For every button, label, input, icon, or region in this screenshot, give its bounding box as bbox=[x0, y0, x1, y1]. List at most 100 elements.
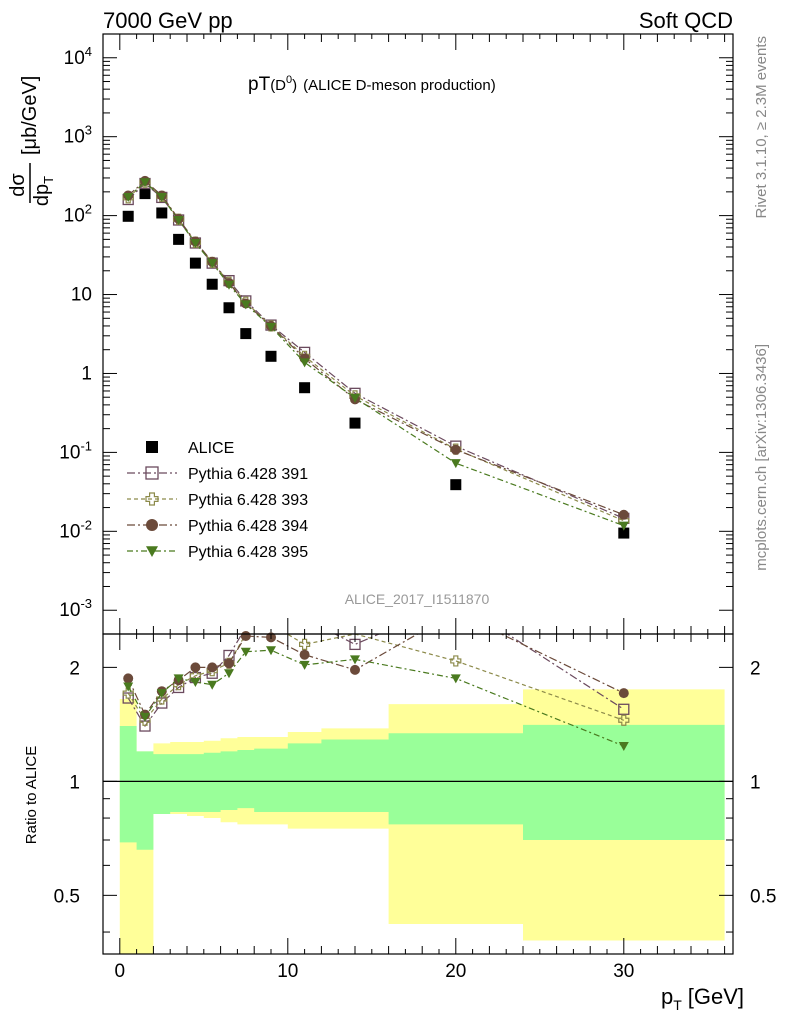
ratio-point-p395 bbox=[207, 680, 218, 690]
ratio-point-p393 bbox=[299, 638, 311, 650]
side-text-bottom: mcplots.cern.ch [arXiv:1306.3436] bbox=[753, 344, 770, 571]
ratio-point-p395 bbox=[140, 712, 150, 722]
point-p395 bbox=[207, 259, 218, 269]
x-tick-label: 20 bbox=[445, 961, 466, 982]
point-data bbox=[206, 278, 218, 290]
ratio-point-p394 bbox=[224, 658, 234, 669]
header-left: 7000 GeV pp bbox=[103, 8, 233, 33]
ratio-y-tick-label: 1 bbox=[69, 772, 80, 793]
ratio-frame bbox=[102, 633, 734, 955]
legend-label-p395: Pythia 6.428 395 bbox=[188, 544, 308, 561]
point-data bbox=[223, 302, 235, 314]
point-data bbox=[189, 257, 201, 269]
legend-marker-p394 bbox=[146, 519, 158, 531]
point-p395 bbox=[224, 280, 234, 290]
ratio-y-tick-label-right: 2 bbox=[750, 658, 761, 679]
y-tick-base: 10 bbox=[59, 600, 80, 621]
ratio-ylabel: Ratio to ALICE bbox=[23, 746, 40, 844]
y-tick-base: 10 bbox=[64, 206, 85, 227]
ratio-band-inner bbox=[119, 724, 725, 850]
ratio-point-p395 bbox=[173, 674, 184, 684]
ratio-y-tick-label-right: 0.5 bbox=[750, 886, 776, 907]
y-tick-label: 103 bbox=[64, 123, 92, 148]
point-data bbox=[156, 207, 168, 219]
plot-title-rest: (ALICE D-meson production) bbox=[303, 77, 496, 94]
ratio-y-tick-label: 2 bbox=[69, 658, 80, 679]
point-p395 bbox=[190, 238, 201, 248]
ratio-series-p395 bbox=[123, 646, 629, 751]
header-right: Soft QCD bbox=[639, 8, 733, 33]
xlabel-main: p bbox=[661, 984, 673, 1009]
ratio-point-p393 bbox=[618, 714, 630, 726]
y-tick-base: 10 bbox=[59, 521, 80, 542]
legend: ALICE Pythia 6.428 391 Pythia 6.428 393 Pyt… bbox=[127, 440, 308, 561]
point-p395 bbox=[156, 193, 167, 203]
ratio-point-p395 bbox=[190, 677, 201, 687]
ratio-point-p394 bbox=[190, 662, 201, 673]
point-p395 bbox=[240, 300, 251, 310]
ratio-point-p395 bbox=[450, 674, 461, 684]
point-data bbox=[618, 527, 630, 539]
ratio-point-p393 bbox=[450, 655, 462, 667]
y-tick-exponent: -3 bbox=[80, 596, 92, 611]
y-tick-exponent: 2 bbox=[85, 202, 92, 217]
y-tick-exponent: -1 bbox=[80, 438, 92, 453]
y-tick-label: 1 bbox=[81, 363, 92, 384]
ratio-point-p394 bbox=[240, 631, 251, 642]
point-data bbox=[173, 233, 185, 245]
point-p394 bbox=[618, 509, 629, 520]
series-p395 bbox=[123, 178, 629, 531]
point-p395 bbox=[173, 215, 184, 225]
point-data bbox=[139, 188, 151, 200]
ratio-point-p395 bbox=[123, 682, 134, 692]
point-data bbox=[349, 417, 361, 429]
y-tick-label: 10-1 bbox=[59, 438, 92, 463]
y-tick-base: 10 bbox=[59, 442, 80, 463]
ratio-point-p394 bbox=[618, 688, 629, 699]
side-text-top: Rivet 3.1.10, ≥ 2.3M events bbox=[753, 36, 770, 219]
y-tick-label: 104 bbox=[64, 44, 92, 69]
series-data bbox=[122, 188, 630, 539]
y-tick-label: 10-2 bbox=[59, 517, 92, 542]
y-tick-label: 10-3 bbox=[59, 596, 92, 621]
legend-marker-p393 bbox=[145, 492, 159, 506]
ratio-point-p395 bbox=[224, 669, 234, 679]
y-tick-exponent: 4 bbox=[85, 44, 92, 59]
point-data bbox=[299, 382, 311, 394]
plot-title-main: pT bbox=[248, 74, 271, 95]
ylabel-den-sub: T bbox=[41, 176, 56, 184]
ratio-point-p395 bbox=[156, 689, 167, 699]
ratio-point-p394 bbox=[299, 649, 310, 660]
plot-title-particle: (D bbox=[270, 77, 286, 94]
y-tick-exponent: -2 bbox=[80, 517, 92, 532]
y-tick-exponent: 3 bbox=[85, 123, 92, 138]
plot-title: pT(D0) (ALICE D-meson production) bbox=[248, 74, 496, 95]
ratio-point-p395 bbox=[618, 741, 629, 751]
legend-label-p394: Pythia 6.428 394 bbox=[188, 518, 308, 535]
point-data bbox=[122, 210, 134, 222]
point-p395 bbox=[618, 521, 629, 531]
point-data bbox=[265, 350, 277, 362]
ratio-point-p394 bbox=[350, 664, 360, 675]
ylabel-den-main: dp bbox=[31, 184, 53, 206]
y-tick-base: 10 bbox=[64, 127, 85, 148]
x-tick-label: 30 bbox=[613, 961, 634, 982]
xlabel-sub: T bbox=[673, 997, 682, 1013]
ratio-point-p395 bbox=[350, 655, 360, 665]
x-tick-label: 10 bbox=[277, 961, 298, 982]
x-axis-label: pT [GeV] bbox=[661, 984, 744, 1013]
ylabel-unit: [μb/GeV] bbox=[19, 76, 41, 155]
ylabel-denominator: dpT bbox=[31, 176, 56, 206]
analysis-tag: ALICE_2017_I1511870 bbox=[345, 591, 490, 607]
legend-marker-p395 bbox=[146, 546, 158, 557]
main-ylabel: dσ dpT [μb/GeV] bbox=[7, 76, 56, 206]
point-p394 bbox=[450, 444, 461, 455]
x-tick-label: 0 bbox=[115, 961, 126, 982]
legend-label-p393: Pythia 6.428 393 bbox=[188, 492, 308, 509]
ratio-point-p391 bbox=[122, 692, 134, 704]
ratio-line-p391 bbox=[127, 634, 625, 728]
ratio-point-p394 bbox=[123, 673, 134, 684]
ratio-point-p391 bbox=[618, 703, 630, 715]
